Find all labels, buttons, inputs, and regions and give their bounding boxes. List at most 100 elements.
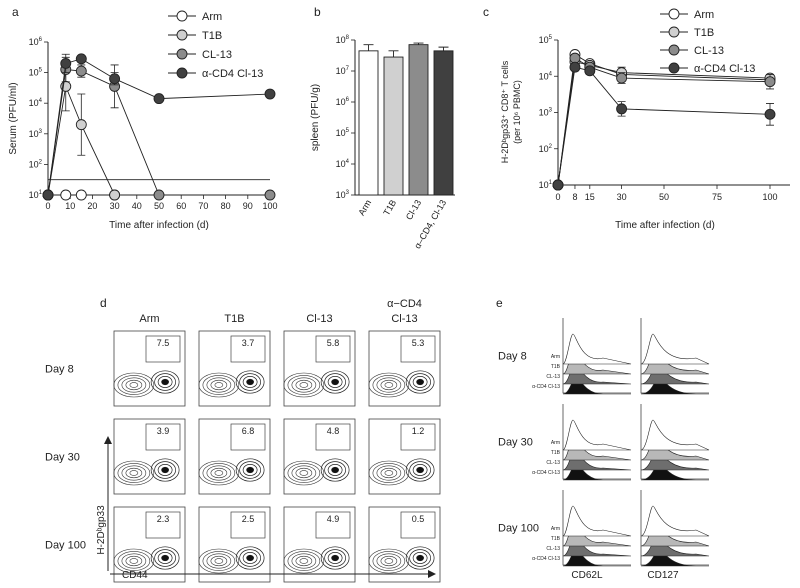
panel-c-ytick-label: 101 xyxy=(539,180,553,190)
panel-c-xtick-label: 30 xyxy=(617,192,627,202)
panel-c-point xyxy=(552,179,564,191)
panel-d-contour xyxy=(235,370,265,394)
panel-e-series-label: α-CD4 Cl-13 xyxy=(532,384,560,390)
panel-c-xtick-label: 100 xyxy=(762,192,777,202)
panel-a-ytick-label: 102 xyxy=(29,159,43,169)
panel-c-point xyxy=(569,52,581,64)
panel-d-plot-frame xyxy=(283,330,356,407)
panel-a-legend-label: Arm xyxy=(202,11,222,23)
panel-a-point xyxy=(109,189,121,201)
panel-e-histogram-grid: Day 8 Arm T1B CL-13 α-CD4 Cl-13 Day 30 Arm T1B C… xyxy=(498,318,710,581)
panel-d-contour xyxy=(157,464,173,476)
panel-d-contour xyxy=(384,382,394,388)
panel-d-percentage: 7.5 xyxy=(157,338,170,348)
panel-c-legend-label: Arm xyxy=(694,9,714,21)
panel-d-gate xyxy=(145,335,181,363)
panel-b-error-bar xyxy=(363,44,374,51)
panel-a-legend-label: CL-13 xyxy=(202,49,232,61)
panel-d-contour xyxy=(372,463,406,483)
panel-d-col-header: Arm xyxy=(139,313,159,325)
panel-d-row-label: Day 30 xyxy=(45,452,80,464)
panel-c-point xyxy=(584,65,596,77)
panel-d-yaxis-arrowhead xyxy=(104,436,112,444)
panel-d-plot-frame xyxy=(283,418,356,495)
panel-d-contour xyxy=(125,379,143,391)
panel-d-contour xyxy=(295,379,313,391)
panel-d-contour xyxy=(283,372,325,398)
panel-d-contour xyxy=(405,458,435,482)
panel-a-ylabel: Serum (PFU/ml) xyxy=(8,82,19,154)
panel-a-series-line xyxy=(47,69,270,196)
panel-a-point xyxy=(42,189,54,201)
panel-c-legend-marker xyxy=(668,26,680,38)
panel-d-contour xyxy=(206,465,232,481)
panel-c-ytick-label: 103 xyxy=(539,108,553,118)
panel-d-contour xyxy=(117,375,151,395)
panel-c-legend-marker xyxy=(668,8,680,20)
panel-d-contour xyxy=(117,551,151,571)
panel-c-legend-marker xyxy=(668,62,680,74)
panel-d-contour xyxy=(202,463,236,483)
panel-a-point xyxy=(109,73,121,85)
panel-d-col-header: T1B xyxy=(224,313,244,325)
panel-d-percentage: 4.8 xyxy=(327,426,340,436)
panel-d-gate xyxy=(145,511,181,539)
panel-b-bar xyxy=(383,56,404,196)
panel-d-contour xyxy=(295,467,313,479)
panel-a-xtick-label: 60 xyxy=(176,201,186,211)
panel-d-contour xyxy=(161,378,169,386)
panel-d-plot-frame xyxy=(113,330,186,407)
panel-c-ylabel-line1: H-2Dᵇgp33⁺ CD8⁺ T cells xyxy=(500,60,510,163)
panel-d-gate xyxy=(230,423,266,451)
panel-a-legend-label: α-CD4 Cl-13 xyxy=(202,68,263,80)
panel-c-legend-marker xyxy=(668,44,680,56)
panel-d-contour xyxy=(246,466,254,474)
panel-d-row-label: Day 100 xyxy=(45,540,86,552)
panel-d-contour xyxy=(376,553,402,569)
panel-a-legend-marker xyxy=(176,10,188,22)
panel-d-contour xyxy=(157,376,173,388)
panel-a-point xyxy=(75,189,87,201)
panel-d-gate xyxy=(400,511,436,539)
panel-d-gate xyxy=(315,335,351,363)
panel-d-contour xyxy=(242,464,258,476)
panel-d-contour xyxy=(154,549,176,567)
panel-letter-c: c xyxy=(483,5,489,19)
panel-a-xlabel: Time after infection (d) xyxy=(109,220,209,231)
panel-e-series-label: CL-13 xyxy=(546,546,560,552)
panel-d-contour xyxy=(206,377,232,393)
panel-d-contour xyxy=(157,552,173,564)
panel-e-series-label: α-CD4 Cl-13 xyxy=(532,556,560,562)
panel-b-bar xyxy=(433,50,454,196)
panel-d-ylabel: H-2Dᵇgp33 xyxy=(96,505,107,555)
panel-d-contour xyxy=(287,463,321,483)
panel-b-category-label: T1B xyxy=(381,198,398,217)
panel-d-percentage: 3.7 xyxy=(242,338,255,348)
panel-d-contour xyxy=(412,464,428,476)
panel-letter-b: b xyxy=(314,5,321,19)
panel-d-contour xyxy=(129,470,139,476)
panel-c-point xyxy=(764,108,776,120)
panel-d-plot-frame xyxy=(198,506,271,583)
panel-a-series-line xyxy=(47,84,116,196)
panel-c-legend-label: CL-13 xyxy=(694,45,724,57)
panel-a-point xyxy=(264,88,276,100)
panel-d-contour xyxy=(161,554,169,562)
panel-d-contour xyxy=(327,552,343,564)
panel-c-series-line xyxy=(557,61,771,186)
panel-c-legend-label: α-CD4 Cl-13 xyxy=(694,63,755,75)
panel-c-point xyxy=(616,103,628,115)
panel-e-series-label: CL-13 xyxy=(546,374,560,380)
panel-d-percentage: 3.9 xyxy=(157,426,170,436)
panel-a-chart: 0 10 20 30 40 50 60 70 80 90 100 101 102 103 104 105 106… xyxy=(8,10,278,231)
panel-b-category-label: Arm xyxy=(356,198,373,217)
panel-d-contour xyxy=(129,558,139,564)
panel-a-point xyxy=(60,189,72,201)
panel-a-point xyxy=(75,53,87,65)
panel-d-contour xyxy=(283,548,325,574)
panel-d-contour xyxy=(210,467,228,479)
panel-e-histogram xyxy=(562,333,632,365)
panel-d-contour xyxy=(214,382,224,388)
panel-d-contour xyxy=(368,548,410,574)
